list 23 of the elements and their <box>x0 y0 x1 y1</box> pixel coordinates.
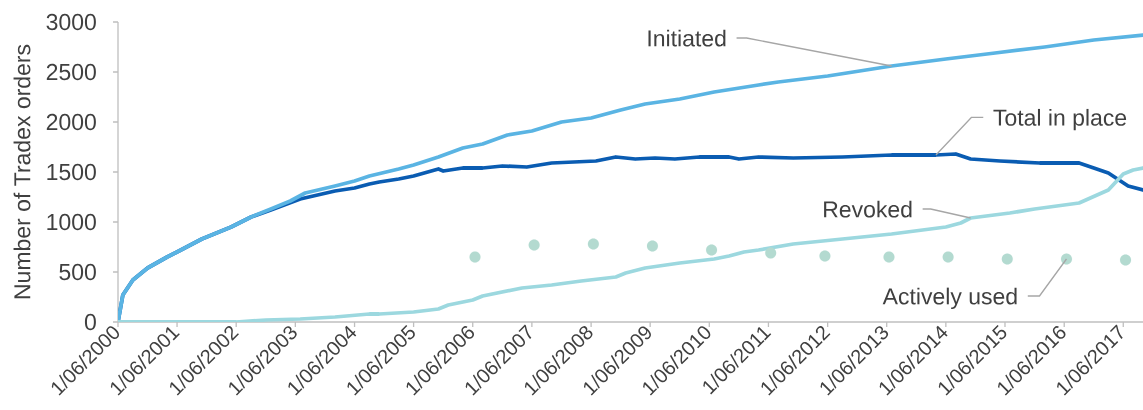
point <box>469 251 481 263</box>
y-tick-label: 1000 <box>47 213 96 231</box>
series-label: Revoked <box>824 200 912 218</box>
point <box>765 247 777 259</box>
point <box>1001 253 1013 265</box>
y-tick-label: 2500 <box>46 63 96 81</box>
point <box>646 240 658 252</box>
point <box>706 244 718 256</box>
series-label: Actively used <box>882 287 1017 310</box>
point <box>1060 253 1073 265</box>
y-axis-title: Number of Tradex orders <box>13 44 31 299</box>
series-label: Initiated <box>648 29 726 47</box>
y-tick-label: 500 <box>59 263 96 281</box>
point <box>942 251 954 263</box>
y-tick-label: 2000 <box>46 113 96 131</box>
point <box>883 251 895 263</box>
series-label: Total in place <box>993 108 1127 131</box>
point <box>528 239 540 251</box>
point <box>587 238 599 250</box>
point <box>1119 254 1132 266</box>
y-tick-label: 3000 <box>46 13 96 31</box>
point <box>819 250 831 262</box>
y-tick-label: 1500 <box>47 163 96 181</box>
